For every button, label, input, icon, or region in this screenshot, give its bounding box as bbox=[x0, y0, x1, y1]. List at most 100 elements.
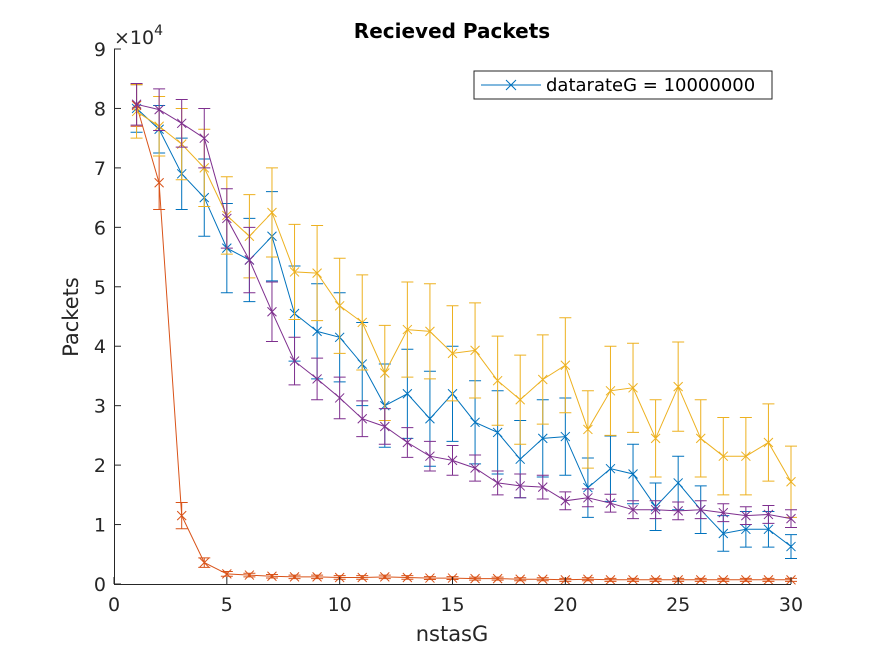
data-point bbox=[470, 417, 480, 428]
data-point bbox=[199, 557, 210, 568]
data-point bbox=[312, 268, 322, 278]
data-point bbox=[221, 569, 232, 579]
data-point bbox=[763, 509, 774, 520]
data-point bbox=[357, 317, 368, 328]
data-point bbox=[312, 326, 322, 337]
data-point bbox=[221, 213, 232, 224]
data-point bbox=[695, 574, 706, 585]
data-point bbox=[763, 524, 774, 535]
data-point bbox=[786, 513, 796, 524]
data-point bbox=[267, 306, 277, 317]
data-point bbox=[379, 421, 390, 432]
data-point bbox=[605, 498, 616, 509]
data-point bbox=[492, 375, 503, 386]
y-tick-label: 3 bbox=[94, 396, 106, 418]
y-tick-label: 7 bbox=[94, 158, 106, 180]
y-tick-label: 5 bbox=[94, 277, 106, 299]
x-tick-label: 10 bbox=[328, 594, 352, 616]
data-point bbox=[605, 574, 616, 585]
data-point bbox=[176, 510, 187, 521]
x-tick-label: 20 bbox=[553, 594, 577, 616]
data-point bbox=[583, 574, 593, 585]
y-tick-label: 0 bbox=[94, 574, 106, 596]
x-tick-label: 5 bbox=[221, 594, 233, 616]
data-point bbox=[357, 572, 368, 583]
data-point bbox=[176, 118, 187, 129]
y-tick-label: 9 bbox=[94, 39, 106, 61]
data-point bbox=[628, 574, 638, 585]
data-point bbox=[312, 572, 322, 582]
data-point bbox=[402, 572, 413, 583]
data-point bbox=[425, 413, 435, 424]
data-point bbox=[560, 431, 571, 442]
data-point bbox=[447, 348, 458, 359]
data-point bbox=[402, 388, 413, 399]
y-tick-label: 1 bbox=[94, 515, 106, 537]
data-point bbox=[741, 510, 751, 521]
data-point bbox=[470, 463, 480, 473]
data-point bbox=[515, 394, 526, 405]
data-point bbox=[560, 495, 571, 506]
data-point bbox=[515, 454, 526, 465]
data-point bbox=[425, 326, 435, 337]
x-tick-label: 30 bbox=[779, 594, 803, 616]
data-point bbox=[334, 300, 345, 311]
data-point bbox=[244, 255, 255, 265]
data-point bbox=[425, 573, 435, 583]
data-point bbox=[695, 433, 706, 444]
data-point bbox=[334, 393, 345, 403]
data-point bbox=[786, 541, 796, 552]
data-point bbox=[741, 451, 751, 462]
legend-box bbox=[473, 70, 773, 100]
data-point bbox=[650, 504, 661, 515]
y-exponent-label: ×104 bbox=[114, 23, 163, 49]
series-line bbox=[136, 105, 791, 581]
data-point bbox=[447, 455, 458, 466]
data-point bbox=[605, 463, 616, 474]
data-point bbox=[289, 267, 300, 277]
axes-layer bbox=[114, 49, 791, 585]
legend: datarateG = 10000000 bbox=[473, 70, 773, 100]
y-exponent-base: ×10 bbox=[114, 27, 154, 49]
data-point bbox=[560, 360, 571, 371]
data-point bbox=[154, 177, 164, 188]
data-point bbox=[718, 528, 729, 539]
data-point bbox=[741, 524, 751, 535]
data-point bbox=[131, 99, 142, 110]
data-point bbox=[289, 356, 300, 366]
data-point bbox=[628, 469, 638, 479]
data-point bbox=[537, 374, 548, 385]
data-point bbox=[492, 427, 503, 438]
data-point bbox=[492, 478, 503, 488]
data-point bbox=[583, 492, 593, 503]
data-point bbox=[425, 451, 435, 462]
data-point bbox=[673, 506, 684, 516]
x-tick-label: 25 bbox=[666, 594, 690, 616]
series-4 bbox=[130, 82, 797, 529]
data-point bbox=[515, 574, 526, 585]
data-point bbox=[244, 570, 255, 580]
chart-title: Recieved Packets bbox=[354, 19, 550, 43]
data-point bbox=[628, 504, 638, 515]
series-layer bbox=[130, 82, 797, 585]
data-point bbox=[718, 507, 729, 518]
data-point bbox=[267, 207, 277, 218]
y-axis-label: Packets bbox=[59, 277, 83, 357]
y-exponent-power: 4 bbox=[154, 23, 163, 39]
data-point bbox=[650, 433, 661, 444]
data-point bbox=[718, 451, 729, 462]
data-point bbox=[537, 482, 548, 492]
data-point bbox=[357, 413, 368, 424]
data-point bbox=[628, 382, 638, 393]
x-tick-label: 15 bbox=[440, 594, 464, 616]
data-point bbox=[695, 504, 706, 515]
data-point bbox=[289, 572, 300, 582]
legend-entry-label: datarateG = 10000000 bbox=[546, 75, 755, 96]
data-point bbox=[379, 572, 390, 582]
data-point bbox=[583, 424, 593, 435]
data-point bbox=[650, 574, 661, 585]
data-point bbox=[515, 481, 526, 491]
data-point bbox=[379, 368, 390, 378]
y-tick-label: 8 bbox=[94, 98, 106, 120]
